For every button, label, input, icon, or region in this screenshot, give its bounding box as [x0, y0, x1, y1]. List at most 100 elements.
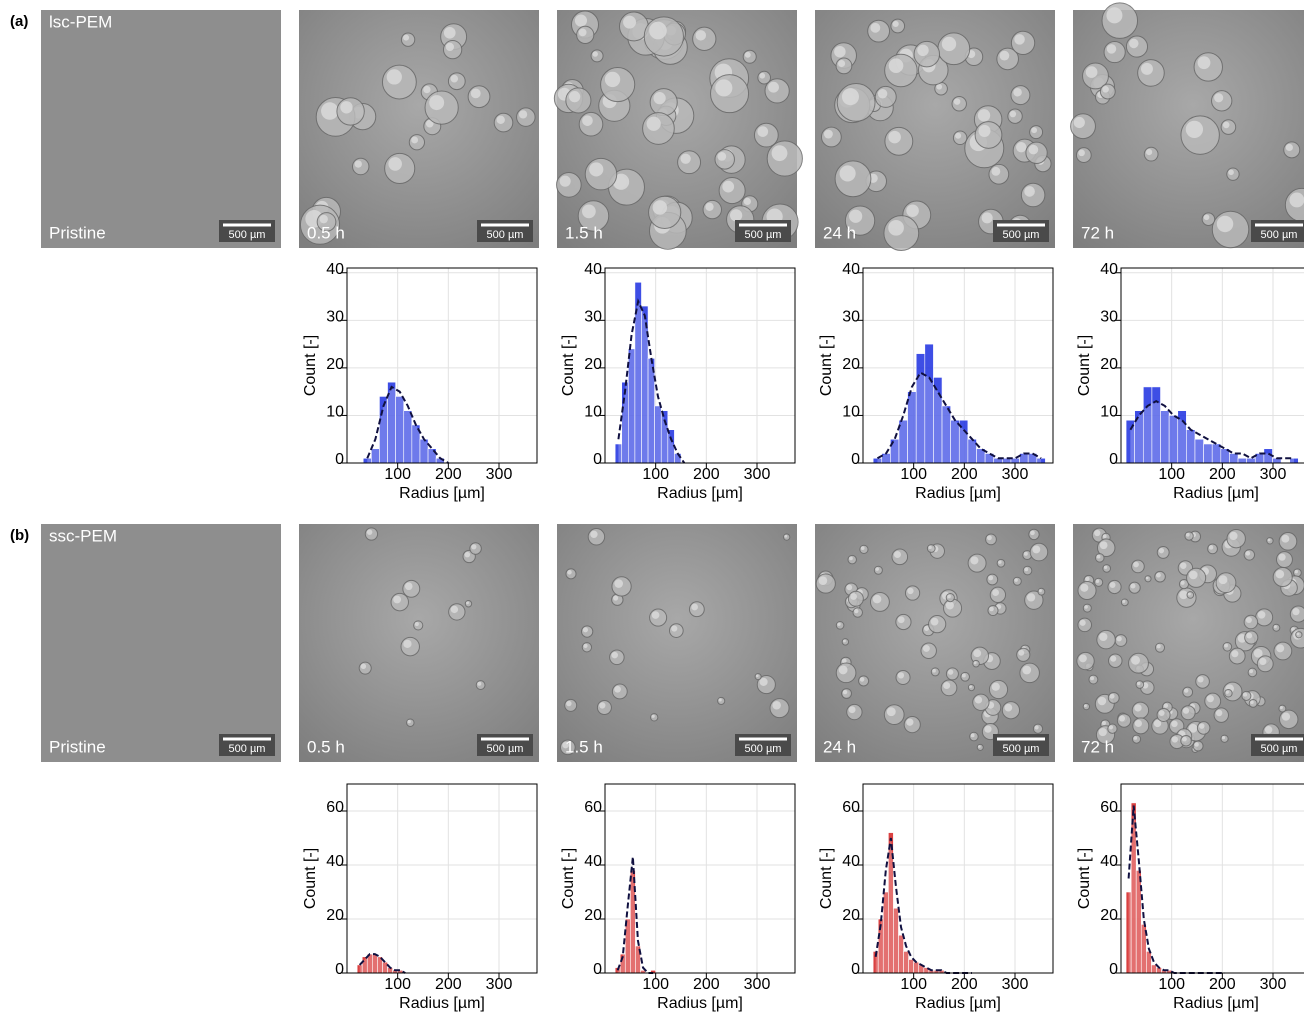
blister-highlight [1180, 562, 1187, 569]
blister-highlight [1022, 665, 1032, 675]
blister-highlight [1109, 693, 1115, 699]
blister-highlight [1185, 532, 1190, 537]
blister-highlight [1030, 530, 1035, 536]
blister-highlight [838, 59, 846, 68]
sem-image: lsc-PEM Pristine 500 µm [41, 10, 281, 248]
blister-highlight [1136, 681, 1141, 686]
blister-highlight [1179, 590, 1188, 600]
time-label: 0.5 h [307, 223, 345, 242]
blister-highlight [1197, 676, 1204, 683]
blister-highlight [1098, 727, 1107, 737]
blister-highlight [1188, 570, 1198, 580]
y-tick-label: 20 [584, 356, 602, 373]
blister-highlight [998, 560, 1002, 564]
blister-highlight [757, 126, 769, 137]
blister-highlight [1153, 719, 1162, 728]
y-tick-label: 60 [584, 799, 602, 816]
blister-highlight [744, 51, 751, 58]
blister-highlight [970, 556, 979, 565]
blister-highlight [1185, 120, 1204, 139]
y-axis-label: Count [-] [1076, 848, 1093, 909]
x-tick-label: 100 [384, 466, 411, 483]
blister-highlight [614, 685, 621, 693]
time-label: 24 h [823, 737, 856, 756]
blister-highlight [1257, 610, 1266, 619]
y-tick-label: 30 [326, 309, 344, 326]
y-tick-label: 10 [326, 404, 344, 421]
blister-highlight [1267, 538, 1271, 542]
blister-highlight [568, 91, 581, 103]
kde-area [1128, 805, 1225, 973]
blister-highlight [466, 601, 469, 605]
blister-highlight [695, 30, 707, 41]
blister-highlight [652, 200, 668, 215]
scale-label: 500 µm [745, 229, 782, 241]
blister-highlight [1224, 643, 1228, 648]
blister-highlight [518, 110, 528, 119]
plot-frame [346, 783, 538, 974]
blister-highlight [1180, 580, 1185, 585]
blister-highlight [842, 639, 846, 643]
blister-highlight [1158, 547, 1165, 554]
blister-highlight [850, 593, 857, 600]
blister-highlight [1134, 719, 1142, 728]
blister-highlight [947, 594, 951, 599]
blister-highlight [1109, 582, 1116, 588]
x-tick-label: 300 [1260, 976, 1287, 993]
blister-highlight [423, 85, 431, 94]
blister-highlight [892, 20, 899, 28]
blister-highlight [839, 165, 856, 182]
blister-highlight [1231, 650, 1239, 658]
time-label: 1.5 h [565, 223, 603, 242]
time-label: 0.5 h [307, 737, 345, 756]
blister-highlight [1013, 87, 1022, 97]
blister-highlight [897, 672, 905, 679]
blister-highlight [623, 15, 637, 29]
x-axis-label: Radius [µm] [1173, 485, 1259, 502]
blister-highlight [450, 605, 459, 614]
blister-highlight [1133, 561, 1139, 568]
blister-highlight [1225, 690, 1229, 694]
blister-highlight [1083, 704, 1087, 708]
blister-highlight [321, 102, 339, 120]
x-tick-label: 100 [900, 466, 927, 483]
kde-area [618, 301, 685, 463]
blister-highlight [386, 69, 402, 85]
blister-highlight [1073, 116, 1085, 129]
scale-label: 500 µm [229, 229, 266, 241]
blister-highlight [566, 700, 572, 707]
kde-line [616, 856, 654, 974]
blister-highlight [1085, 576, 1090, 582]
kde-area [877, 372, 1042, 463]
blister-highlight [653, 92, 666, 105]
plot-frame [862, 267, 1054, 464]
blister-highlight [969, 685, 972, 689]
blister-highlight [888, 58, 904, 73]
blister-highlight [1273, 625, 1277, 629]
blister-highlight [1099, 632, 1108, 642]
blister-highlight [1038, 589, 1042, 593]
blister-highlight [1215, 709, 1223, 717]
blister-highlight [1031, 127, 1038, 134]
blister-highlight [414, 622, 419, 627]
blister-highlight [1291, 627, 1295, 632]
blister-highlight [1246, 632, 1253, 639]
y-tick-label: 0 [335, 961, 344, 978]
blister-highlight [955, 132, 962, 139]
kde-area [359, 954, 406, 973]
blister-highlight [991, 682, 1000, 691]
y-tick-label: 20 [326, 907, 344, 924]
blister-highlight [1198, 723, 1205, 729]
blister-highlight [846, 584, 853, 591]
blister-highlight [1090, 676, 1095, 681]
blister-highlight [651, 714, 655, 718]
blister-highlight [943, 681, 951, 690]
blister-highlight [771, 145, 788, 162]
x-axis-label: Radius [µm] [915, 485, 1001, 502]
blister-highlight [411, 136, 419, 144]
time-label: 1.5 h [565, 737, 603, 756]
